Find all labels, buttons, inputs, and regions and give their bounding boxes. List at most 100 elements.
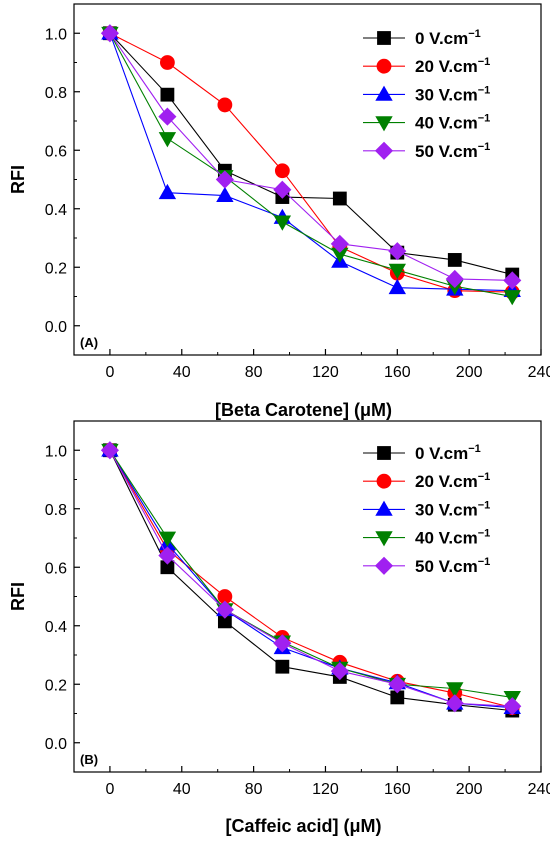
y-tick-label: 0.2 [45,677,67,694]
data-point [158,132,177,148]
data-point [159,55,175,70]
data-point [158,546,177,565]
x-tick-label: 160 [384,364,411,381]
x-tick-label: 40 [173,781,191,798]
y-tick-label: 0.6 [45,143,67,160]
data-point [503,697,522,716]
data-point [215,170,234,189]
legend-label: 50 V.cm−1 [415,141,490,161]
data-point [274,163,290,179]
data-point [503,290,521,306]
data-point [158,183,177,200]
x-tick-label: 200 [456,364,483,381]
x-tick-label: 80 [245,364,263,381]
series-line [109,32,513,298]
data-point [332,191,347,206]
legend-label: 50 V.cm−1 [415,556,490,576]
data-point [216,186,234,202]
y-tick-label: 1.0 [45,26,67,43]
legend-marker [375,85,393,101]
legend-entry: 50 V.cm−1 [363,141,490,161]
legend-marker [377,446,391,460]
legend-marker [376,58,392,74]
panel-label: (B) [80,752,98,767]
x-axis-title: [Beta Carotene] (μM) [215,400,392,420]
legend-marker [377,31,391,45]
legend-marker [375,116,393,132]
legend-entry: 0 V.cm−1 [363,443,481,463]
series-line [109,449,513,707]
data-point [445,694,464,713]
legend-entry: 40 V.cm−1 [363,528,490,548]
legend-entry: 0 V.cm−1 [363,28,481,48]
y-tick-label: 0.6 [45,560,67,577]
series-4 [100,24,522,290]
data-point [100,24,119,43]
x-axis-title: [Caffeic acid] (μM) [225,816,381,836]
legend-label: 40 V.cm−1 [415,113,490,133]
data-point [447,253,462,267]
series-line [109,450,513,712]
y-tick-label: 0.8 [45,85,67,102]
x-tick-label: 160 [384,781,411,798]
data-point [445,269,464,289]
legend-label: 20 V.cm−1 [415,56,490,76]
legend-entry: 20 V.cm−1 [363,471,490,491]
data-point [503,271,522,290]
x-tick-label: 80 [245,781,263,798]
series-line [109,32,513,276]
data-point [388,278,406,295]
x-tick-label: 200 [456,781,483,798]
legend-label: 20 V.cm−1 [415,471,490,491]
series-line [109,449,513,698]
data-point [100,441,119,460]
data-point [446,682,464,698]
data-point [388,263,406,279]
y-tick-label: 0.0 [45,736,67,753]
legend-marker [375,531,393,547]
data-point [158,531,177,547]
x-tick-label: 240 [528,364,550,381]
legend-marker [375,500,393,516]
legend-entry: 30 V.cm−1 [363,84,490,104]
legend-label: 30 V.cm−1 [415,499,490,519]
x-tick-label: 40 [173,364,191,381]
chart-panel-a: 0 40 80 120 160 200 240 0.0 0.2 0.4 0.6 0.8 1.0 [Beta… [8,3,550,420]
legend-marker [374,141,394,160]
series-line [109,32,513,281]
y-tick-label: 0.4 [45,619,67,636]
series-4 [100,441,522,716]
chart-panel-b: 0 40 80 120 160 200 240 0.0 0.2 0.4 0.6 0.8 1.0 [Caff… [8,420,550,836]
legend-entry: 50 V.cm−1 [363,556,490,576]
legend-entry: 20 V.cm−1 [363,56,490,76]
y-axis-title: RFI [8,165,28,194]
legend-entry: 40 V.cm−1 [363,113,490,133]
legend-entry: 30 V.cm−1 [363,499,490,519]
legend-label: 30 V.cm−1 [415,84,490,104]
data-point [215,600,234,619]
series-line [109,32,513,293]
legend-marker [376,473,392,489]
data-point [273,180,292,199]
legend-label: 0 V.cm−1 [415,28,481,48]
x-tick-label: 120 [312,364,339,381]
x-tick-label: 0 [105,781,114,798]
panel-label: (A) [80,335,98,350]
data-point [330,234,349,253]
x-tick-label: 120 [312,781,339,798]
data-point [275,659,290,674]
y-tick-label: 0.2 [45,260,67,277]
y-tick-label: 0.8 [45,502,67,519]
data-point [273,215,292,231]
legend-label: 40 V.cm−1 [415,528,490,548]
data-point [388,242,407,261]
data-point [388,675,407,694]
data-point [273,634,292,653]
data-point [158,107,177,126]
data-point [217,97,233,113]
y-axis-title: RFI [8,582,28,611]
y-tick-label: 0.0 [45,319,67,336]
y-tick-label: 1.0 [45,443,67,460]
x-tick-label: 0 [105,364,114,381]
